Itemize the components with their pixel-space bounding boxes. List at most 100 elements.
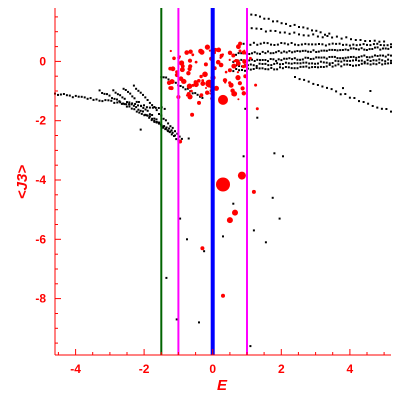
black-data-point [305,65,308,68]
black-data-point [320,49,323,52]
black-data-point [276,43,279,46]
black-data-point [98,89,101,92]
black-data-point [158,122,160,125]
black-data-point [290,62,293,65]
black-data-point [315,29,318,32]
black-data-point [201,96,204,99]
black-data-point [122,87,125,90]
red-data-point [187,58,193,63]
x-tick-label: 4 [347,362,354,376]
black-data-point [118,100,121,103]
black-data-point [345,43,348,46]
black-data-point [341,49,344,51]
black-data-point [283,57,286,60]
black-data-point [353,97,356,99]
black-data-point [273,62,276,65]
black-data-point [252,68,255,70]
black-data-point [146,114,149,117]
black-data-point [375,59,378,62]
black-data-point [235,53,237,56]
black-data-point [363,54,366,57]
red-data-point [237,81,242,86]
black-data-point [142,106,145,109]
black-data-point [315,51,318,53]
red-data-point [228,82,234,88]
black-data-point [256,43,259,46]
black-data-point [369,90,372,92]
black-data-point [379,44,382,46]
black-data-point [255,27,258,30]
black-data-point [127,90,129,93]
black-data-point [281,67,284,70]
black-data-point [101,92,104,94]
black-data-point [173,135,175,137]
black-data-point [298,78,301,81]
black-data-point [372,43,375,46]
black-data-point [255,67,258,69]
black-data-point [300,43,303,46]
black-data-point [264,68,267,71]
black-data-point [255,65,258,67]
black-data-point [238,65,241,67]
black-data-point [139,91,142,94]
red-data-point [235,75,241,81]
black-data-point [335,35,338,38]
black-data-point [342,43,344,46]
black-data-point [129,92,132,95]
black-data-point [296,67,299,70]
black-data-point [235,68,238,70]
black-data-point [376,46,379,49]
red-data-point [186,92,191,96]
black-data-point [321,43,324,46]
red-data-point [204,44,210,50]
y-tick-label: -6 [35,232,46,246]
x-tick-label: 2 [278,362,285,376]
black-data-point [256,58,259,61]
black-data-point [349,59,352,62]
black-data-point [137,104,139,107]
black-data-point [132,84,135,87]
black-data-point [148,115,151,118]
black-data-point [128,101,131,104]
black-data-point [312,33,315,36]
black-data-point [305,61,308,64]
black-data-point [289,25,292,27]
black-data-point [282,155,284,158]
black-data-point [293,67,296,70]
black-data-point [74,94,77,97]
black-data-point [264,62,267,65]
red-data-point [218,62,224,68]
black-data-point [170,133,173,136]
black-data-point [263,41,266,44]
black-data-point [374,46,376,49]
y-tick-label: -2 [35,114,46,128]
black-data-point [385,108,388,110]
vertical-lines-layer [160,8,248,355]
black-data-point [319,60,322,63]
black-data-point [293,62,296,65]
x-tick-label: -2 [139,362,150,376]
y-axis-title: <J3> [14,165,31,199]
black-data-point [144,113,147,116]
black-data-point [374,54,376,57]
black-data-point [321,85,324,88]
black-data-point [288,32,291,35]
red-data-point [199,74,203,79]
red-data-point [205,90,210,95]
black-data-point [362,43,365,46]
black-data-point [343,59,346,62]
black-data-point [382,54,384,57]
red-data-point [231,92,236,96]
x-tick-label: 0 [209,362,216,376]
black-data-point [379,48,382,51]
black-data-point [139,109,142,112]
black-data-point [113,97,116,100]
black-data-point [326,86,328,89]
black-data-point [368,56,371,59]
black-data-point [352,64,354,67]
black-data-point [179,85,182,87]
black-data-point [298,26,300,28]
red-points-layer [166,41,259,298]
black-data-point [372,62,375,65]
black-data-point [299,58,302,61]
